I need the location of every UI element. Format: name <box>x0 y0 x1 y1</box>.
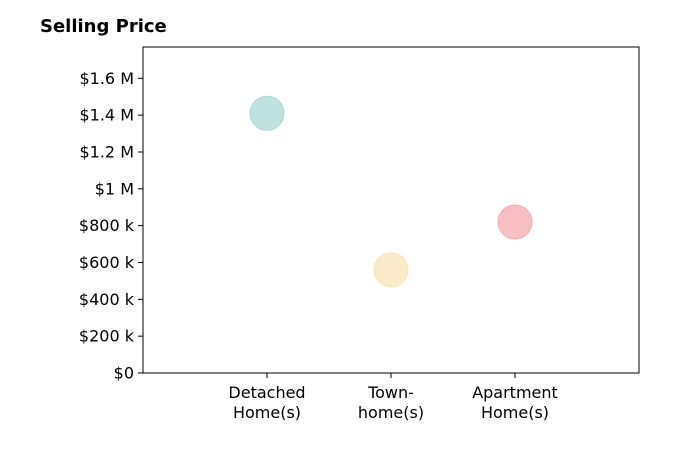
x-tick-label: Apartment Home(s) <box>472 383 558 422</box>
data-points <box>249 95 533 288</box>
y-tick-label: $1.2 M <box>79 142 134 161</box>
data-point <box>497 204 533 240</box>
y-tick-label: $200 k <box>79 327 135 346</box>
x-tick-label: Detached Home(s) <box>228 383 305 422</box>
y-tick-label: $0 <box>114 364 134 383</box>
x-axis: Detached Home(s) Town-home(s) Apartment Home… <box>228 373 558 422</box>
y-tick-label: $1 M <box>95 179 134 198</box>
data-point <box>373 252 409 288</box>
y-tick-label: $600 k <box>79 253 135 272</box>
x-tick-label: Town-home(s) <box>358 383 424 422</box>
data-point <box>249 95 285 131</box>
y-tick-label: $1.6 M <box>79 69 134 88</box>
y-axis: $0 $200 k $400 k $600 k $800 k $1 M $1.2 M $1.4… <box>79 69 143 383</box>
y-tick-label: $800 k <box>79 216 135 235</box>
y-tick-label: $400 k <box>79 290 135 309</box>
y-tick-label: $1.4 M <box>79 106 134 125</box>
plot-area-frame <box>142 46 640 374</box>
chart-title: Selling Price <box>40 16 167 37</box>
